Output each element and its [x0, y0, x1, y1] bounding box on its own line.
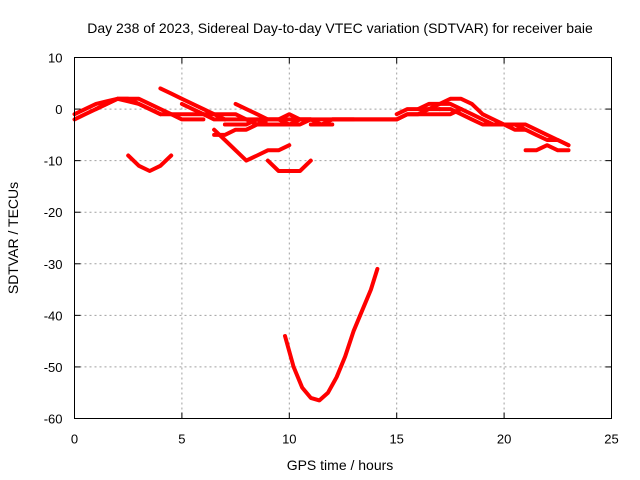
y-tick-label: 10	[48, 51, 62, 66]
x-axis-label: GPS time / hours	[287, 457, 394, 473]
y-tick-label: 0	[55, 102, 62, 117]
y-tick-label: -60	[44, 412, 63, 427]
y-tick-label: -20	[44, 205, 63, 220]
y-tick-labels: 10 0 -10 -20 -30 -40 -50 -60	[44, 51, 63, 427]
series-group	[72, 86, 571, 403]
x-tick-label: 0	[71, 432, 78, 447]
series-arc-4	[126, 153, 174, 173]
plot-frame	[74, 57, 612, 419]
series-arc-12	[283, 266, 380, 403]
x-tick-label: 20	[497, 432, 511, 447]
y-axis-label: SDTVAR / TECUs	[5, 182, 21, 294]
x-tick-label: 15	[389, 432, 403, 447]
y-tick-label: -50	[44, 360, 63, 375]
series-arc-18	[523, 143, 571, 153]
x-tick-labels: 0 5 10 15 20 25	[71, 432, 619, 447]
series-arc-3	[94, 96, 206, 122]
series-arc-7	[212, 127, 292, 163]
x-tick-label: 10	[282, 432, 296, 447]
series-arc-13	[308, 107, 464, 127]
series-arc-17	[437, 107, 571, 148]
ticks	[74, 57, 612, 419]
series-arc-14	[330, 107, 442, 122]
x-tick-label: 5	[178, 432, 185, 447]
y-tick-label: -40	[44, 308, 63, 323]
series-arc-11	[265, 158, 313, 173]
series-arc-15	[394, 96, 571, 148]
series-arc-8	[212, 117, 313, 137]
x-tick-label: 25	[604, 432, 618, 447]
chart-title: Day 238 of 2023, Sidereal Day-to-day VTE…	[87, 20, 593, 36]
y-tick-label: -30	[44, 257, 63, 272]
y-tick-label: -10	[44, 154, 63, 169]
